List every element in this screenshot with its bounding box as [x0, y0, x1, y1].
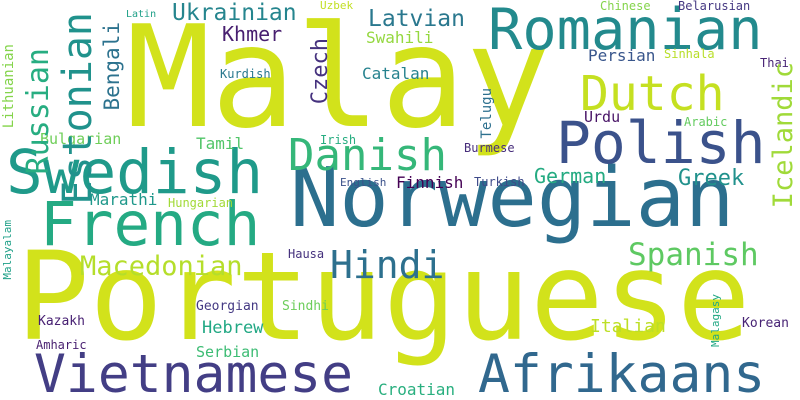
word-catalan: Catalan: [362, 64, 430, 83]
word-english: English: [340, 176, 387, 189]
word-hebrew: Hebrew: [202, 318, 264, 338]
word-chinese: Chinese: [600, 0, 651, 13]
word-sinhala: Sinhala: [664, 47, 715, 61]
word-dutch: Dutch: [580, 66, 725, 122]
word-swahili: Swahili: [366, 28, 434, 47]
word-tamil: Tamil: [196, 134, 245, 153]
word-lithuanian: Lithuanian: [1, 44, 17, 129]
word-malay: Malay: [126, 0, 551, 160]
word-malayalam: Malayalam: [1, 220, 14, 280]
word-french: French: [40, 189, 261, 260]
word-russian: Russian: [21, 48, 56, 175]
word-kazakh: Kazakh: [38, 314, 85, 329]
word-kurdish: Kurdish: [220, 67, 271, 81]
word-marathi: Marathi: [90, 190, 158, 209]
word-macedonian: Macedonian: [80, 251, 243, 282]
word-bulgarian: Bulgarian: [40, 130, 122, 148]
word-hindi: Estonian: [55, 12, 101, 205]
word-croatian: Croatian: [378, 380, 456, 399]
word-latvian: Latvian: [368, 6, 465, 32]
word-latin: Latin: [126, 9, 157, 20]
word-georgian: Georgian: [196, 299, 259, 314]
word-hungarian: Hungarian: [168, 196, 234, 210]
word-estonian: Hindi: [330, 243, 445, 287]
word-polish: Polish: [556, 109, 766, 177]
word-greek: Greek: [678, 166, 745, 191]
word-uzbek: Uzbek: [320, 0, 354, 12]
word-portuguese: Portuguese: [16, 226, 751, 368]
word-irish: Irish: [320, 133, 357, 147]
word-sindhi: Sindhi: [282, 299, 329, 314]
word-turkish: Turkish: [474, 175, 525, 189]
word-hausa: Hausa: [288, 247, 325, 261]
word-icelandic: Icelandic: [768, 62, 799, 209]
word-romanian: Romanian: [488, 0, 763, 63]
word-czech: Czech: [308, 38, 333, 105]
word-afrikaans: Afrikaans: [478, 344, 766, 400]
word-burmese: Burmese: [464, 141, 515, 155]
word-german: German: [534, 164, 607, 188]
word-telugu: Telugu: [479, 88, 495, 139]
word-spanish: Spanish: [628, 237, 759, 273]
word-khmer: Khmer: [222, 22, 283, 46]
word-ukrainian: Ukrainian: [172, 0, 297, 26]
word-arabic: Arabic: [684, 115, 728, 129]
word-urdu: Urdu: [584, 108, 621, 126]
word-malagasy: Malagasy: [709, 294, 722, 347]
word-thai: Thai: [760, 56, 789, 70]
word-serbian: Serbian: [196, 343, 260, 361]
word-norwegian: Norwegian: [290, 151, 735, 246]
word-belarusian: Belarusian: [678, 0, 751, 13]
word-swedish: Swedish: [6, 137, 264, 208]
word-bengali: Bengali: [100, 22, 124, 111]
word-italian: Italian: [590, 316, 666, 337]
word-danish: Danish: [288, 130, 447, 181]
word-finnish: Finnish: [396, 173, 464, 192]
word-korean: Korean: [742, 316, 789, 331]
word-amharic: Amharic: [36, 338, 87, 352]
word-vietnamese: Vietnamese: [34, 344, 354, 400]
word-persian: Persian: [588, 46, 656, 65]
